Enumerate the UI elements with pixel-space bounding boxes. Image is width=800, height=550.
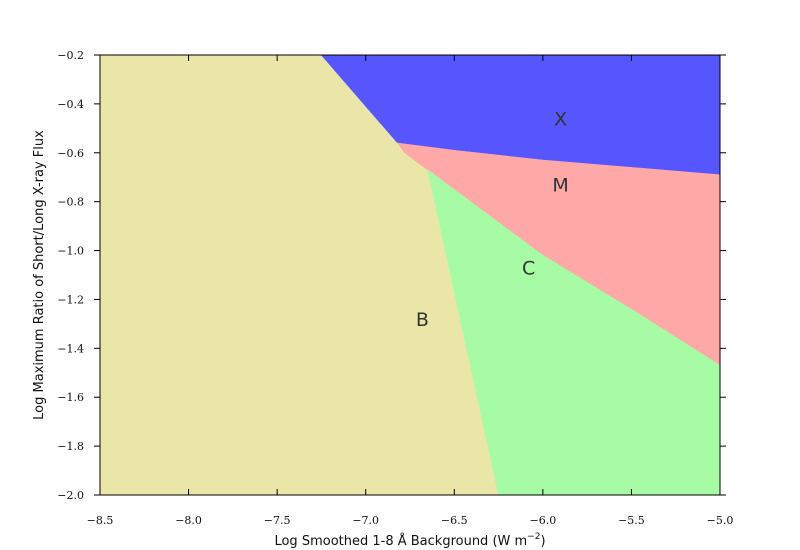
x-tick-label: −6.5: [441, 514, 468, 527]
regions-layer: [99, 54, 721, 496]
x-axis-label: Log Smoothed 1-8 Å Background (W m−2): [274, 532, 545, 549]
y-tick-label: −1.0: [57, 245, 84, 258]
region-label-c: C: [522, 258, 535, 280]
y-tick-label: −0.2: [57, 49, 84, 62]
x-tick-label: −7.0: [352, 514, 379, 527]
y-tick-label: −1.8: [57, 440, 84, 453]
x-tick-label: −8.0: [175, 514, 202, 527]
y-tick-label: −0.8: [57, 196, 84, 209]
region-label-m: M: [552, 175, 568, 197]
region-labels-layer: B C M X: [416, 109, 569, 331]
x-tick-label: −6.0: [529, 514, 556, 527]
plot-frame: [99, 54, 721, 496]
y-tick-label: −2.0: [57, 489, 84, 502]
x-tick-label: −5.0: [707, 514, 734, 527]
x-axis-ticks: −8.5 −8.0 −7.5 −7.0 −6.5 −6.0 −5.5 −5.0: [87, 55, 734, 527]
y-tick-label: −0.6: [57, 147, 84, 160]
x-tick-label: −5.5: [618, 514, 645, 527]
y-tick-label: −0.4: [57, 98, 84, 111]
y-axis-ticks: −2.0 −1.8 −1.6 −1.4 −1.2 −1.0 −0.8 −0.6 −0.4 −0.2: [57, 49, 726, 502]
y-tick-label: −1.6: [57, 391, 84, 404]
y-tick-label: −1.2: [57, 293, 84, 306]
x-tick-label: −7.5: [264, 514, 291, 527]
region-label-x: X: [554, 109, 567, 131]
y-tick-label: −1.4: [57, 342, 84, 355]
y-axis-label: Log Maximum Ratio of Short/Long X-ray Fl…: [32, 130, 47, 420]
x-tick-label: −8.5: [87, 514, 114, 527]
region-label-b: B: [416, 309, 429, 331]
